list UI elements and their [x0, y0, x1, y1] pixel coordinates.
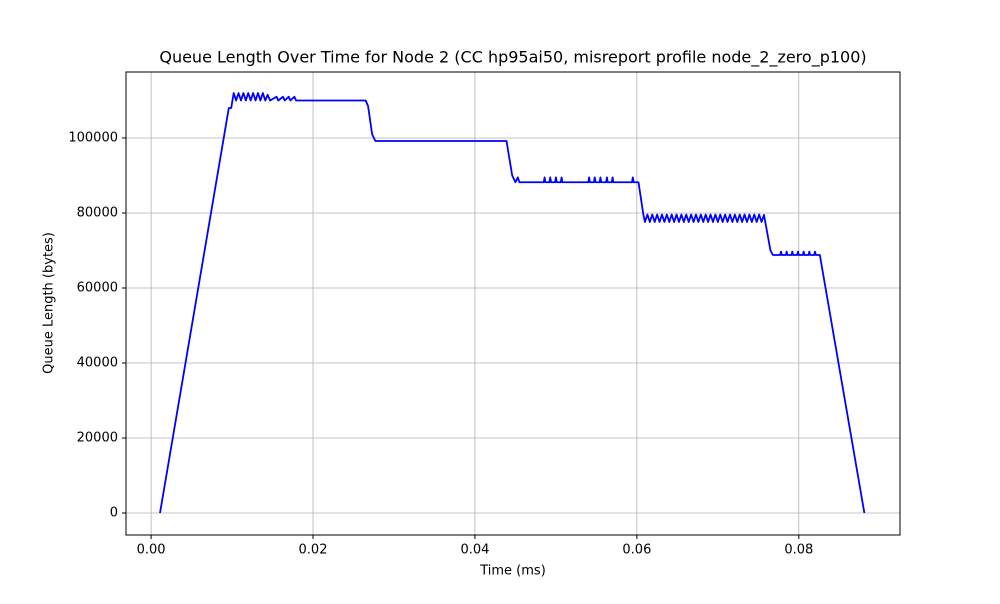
axes: 0.00 0.02 0.04 0.06 0.08 0 20000 40000 60000 8000…: [68, 130, 813, 557]
y-tick-label: 60000: [77, 280, 118, 295]
x-axis-label: Time (ms): [479, 564, 546, 579]
y-tick-label: 0: [110, 505, 118, 520]
x-tick-label: 0.08: [784, 543, 813, 558]
y-tick-label: 20000: [77, 430, 118, 445]
plot-frame: [125, 71, 901, 536]
x-tick-label: 0.04: [460, 543, 489, 558]
chart-title: Queue Length Over Time for Node 2 (CC hp…: [159, 48, 866, 68]
x-tick-label: 0.02: [299, 543, 328, 558]
y-axis-label: Queue Length (bytes): [42, 232, 57, 374]
grid: [126, 72, 900, 535]
y-tick-label: 100000: [68, 130, 118, 145]
y-tick-label: 40000: [77, 355, 118, 370]
x-tick-label: 0.00: [137, 543, 166, 558]
plot: [159, 92, 866, 514]
y-tick-label: 80000: [77, 205, 118, 220]
x-tick-label: 0.06: [622, 543, 651, 558]
data-line: [159, 92, 866, 514]
